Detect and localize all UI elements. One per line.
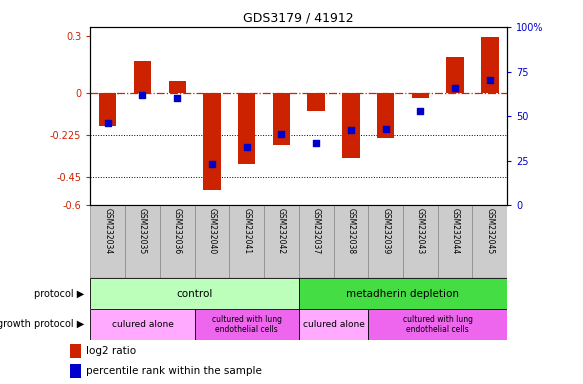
Point [208,161,217,167]
Point [311,140,321,146]
Bar [438,205,472,278]
Text: growth protocol ▶: growth protocol ▶ [0,319,85,329]
Text: GSM232036: GSM232036 [173,208,182,254]
Point [346,127,356,134]
Bar [99,93,117,126]
Bar [368,309,507,340]
Point [451,84,460,91]
Text: log2 ratio: log2 ratio [86,346,136,356]
Bar [481,37,498,93]
Point [103,120,113,126]
Text: GSM232044: GSM232044 [451,208,459,254]
Bar [333,205,368,278]
Text: culured alone: culured alone [303,320,364,329]
Point [416,108,425,114]
Text: GSM232034: GSM232034 [103,208,113,254]
Bar [70,364,81,378]
Bar [342,93,360,159]
Text: GSM232043: GSM232043 [416,208,425,254]
Text: GSM232038: GSM232038 [346,208,356,254]
Text: GSM232041: GSM232041 [242,208,251,254]
Text: GSM232035: GSM232035 [138,208,147,254]
Bar [273,93,290,145]
Bar [90,278,299,309]
Bar [90,205,125,278]
Bar [403,205,438,278]
Point [138,92,147,98]
Text: cultured with lung
endothelial cells: cultured with lung endothelial cells [212,315,282,334]
Text: control: control [177,289,213,299]
Text: GSM232039: GSM232039 [381,208,390,254]
Text: percentile rank within the sample: percentile rank within the sample [86,366,262,376]
Text: GSM232042: GSM232042 [277,208,286,254]
Bar [238,93,255,164]
Bar [299,309,368,340]
Bar [472,205,507,278]
Bar [90,309,195,340]
Title: GDS3179 / 41912: GDS3179 / 41912 [244,11,354,24]
Bar [203,93,220,190]
Text: protocol ▶: protocol ▶ [34,289,85,299]
Point [242,144,251,150]
Bar [368,205,403,278]
Bar [70,344,81,358]
Text: culured alone: culured alone [111,320,173,329]
Bar [447,57,464,93]
Bar [125,205,160,278]
Bar [307,93,325,111]
Bar [264,205,298,278]
Text: cultured with lung
endothelial cells: cultured with lung endothelial cells [403,315,473,334]
Point [381,126,390,132]
Bar [160,205,195,278]
Bar [195,205,229,278]
Bar [195,309,298,340]
Bar [168,81,186,93]
Text: GSM232040: GSM232040 [208,208,216,254]
Text: GSM232037: GSM232037 [312,208,321,254]
Text: GSM232045: GSM232045 [485,208,494,254]
Bar [377,93,394,138]
Bar [412,93,429,98]
Point [173,95,182,101]
Bar [229,205,264,278]
Point [485,78,494,84]
Text: metadherin depletion: metadherin depletion [346,289,459,299]
Bar [299,205,333,278]
Bar [134,61,151,93]
Point [277,131,286,137]
Bar [299,278,507,309]
